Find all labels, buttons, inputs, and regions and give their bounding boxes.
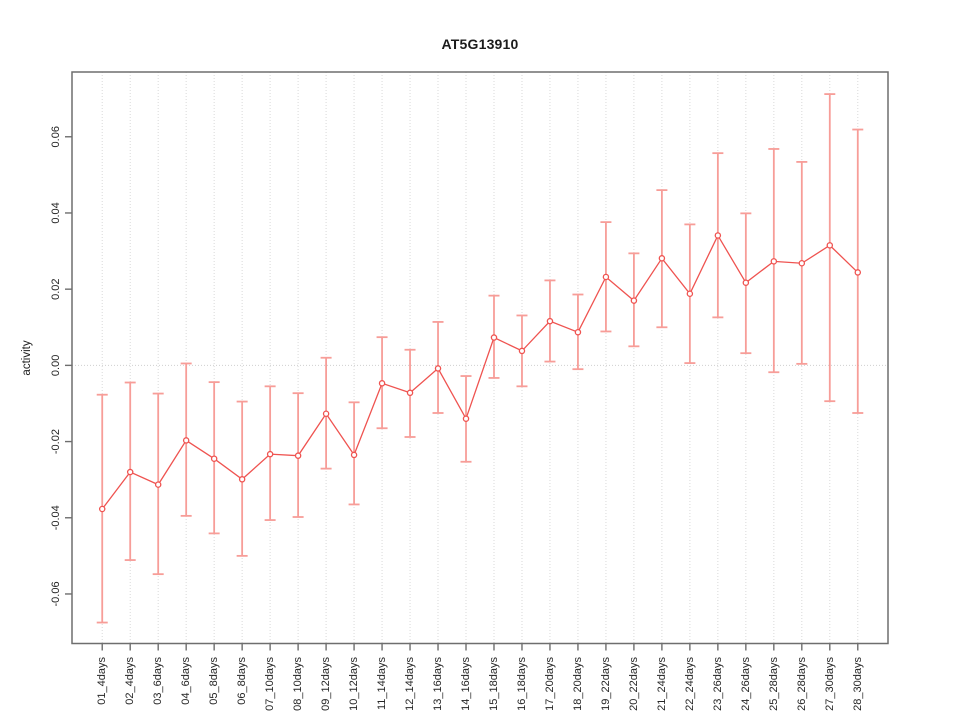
x-tick-label: 28_30days [852, 657, 864, 711]
x-tick-label: 16_18days [516, 657, 528, 711]
data-point [770, 258, 778, 265]
data-point [266, 450, 274, 458]
data-point [238, 476, 246, 483]
x-tick-label: 26_28days [796, 657, 808, 711]
y-tick-label: 0.02 [50, 278, 62, 299]
data-point [490, 334, 498, 341]
data-point [518, 347, 526, 355]
x-tick-label: 13_16days [432, 657, 444, 711]
x-tick-label: 01_4days [96, 657, 108, 705]
x-tick-label: 06_8days [236, 657, 248, 705]
x-tick-label: 18_20days [572, 657, 584, 711]
data-point [546, 317, 554, 325]
x-tick-label: 19_22days [600, 657, 612, 711]
x-tick-label: 11_14days [376, 657, 388, 711]
x-tick-label: 27_30days [824, 657, 836, 711]
data-point [462, 415, 470, 422]
x-tick-label: 04_6days [180, 657, 192, 705]
data-point [182, 437, 190, 444]
data-point [686, 290, 694, 297]
y-tick-label: 0.04 [50, 202, 62, 223]
series-line [101, 234, 859, 510]
data-point [826, 242, 834, 249]
data-point [658, 255, 666, 262]
x-tick-label: 05_8days [208, 657, 220, 705]
data-point [126, 468, 134, 476]
data-point [350, 451, 358, 459]
chart-title: AT5G13910 [441, 36, 519, 52]
x-tick-label: 12_14days [404, 657, 416, 711]
x-tick-label: 07_10days [264, 657, 276, 711]
data-point [406, 389, 414, 397]
data-point [714, 232, 722, 239]
x-tick-label: 21_24days [656, 657, 668, 711]
data-point [154, 481, 162, 488]
x-tick-label: 14_16days [460, 657, 472, 711]
data-point [854, 269, 862, 276]
x-tick-label: 24_26days [740, 657, 752, 711]
x-tick-label: 02_4days [124, 657, 136, 705]
x-tick-label: 20_22days [628, 657, 640, 711]
y-tick-label: -0.04 [50, 505, 62, 530]
data-point [742, 279, 750, 286]
data-point [210, 455, 218, 462]
data-point [378, 380, 386, 387]
x-tick-label: 09_12days [320, 657, 332, 711]
x-tick-label: 23_26days [712, 657, 724, 711]
data-point [434, 365, 442, 372]
y-tick-label: -0.06 [50, 581, 62, 606]
x-tick-label: 10_12days [348, 657, 360, 711]
y-tick-label: 0.06 [50, 126, 62, 147]
y-tick-label: -0.02 [50, 429, 62, 454]
data-point [602, 273, 610, 281]
x-tick-label: 17_20days [544, 657, 556, 711]
data-point [798, 260, 806, 267]
data-point [294, 452, 302, 459]
data-point [574, 328, 582, 336]
data-point [630, 297, 638, 304]
x-tick-label: 08_10days [292, 657, 304, 711]
y-tick-label: 0.00 [50, 355, 62, 376]
data-point [322, 410, 330, 418]
x-tick-label: 15_18days [488, 657, 500, 711]
x-tick-label: 22_24days [684, 657, 696, 711]
data-point [98, 505, 106, 513]
plot-frame [71, 71, 889, 645]
x-tick-label: 25_28days [768, 657, 780, 711]
x-tick-label: 03_6days [152, 657, 164, 705]
